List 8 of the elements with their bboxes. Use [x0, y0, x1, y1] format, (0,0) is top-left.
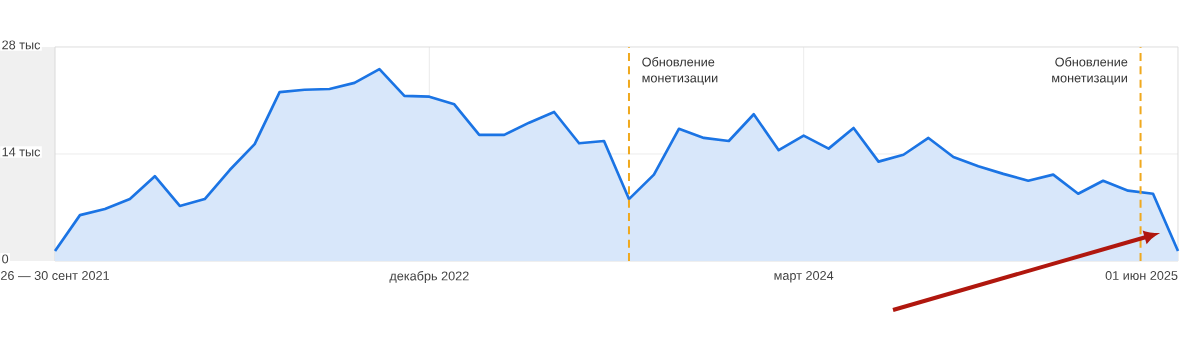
x-tick-label: декабрь 2022: [389, 271, 469, 283]
x-tick-label: март 2024: [774, 271, 834, 283]
x-tick-label: 26 — 30 сент 2021: [1, 271, 110, 280]
ref-line-label: Обновление монетизации: [1052, 57, 1128, 85]
ref-line-label: Обновление монетизации: [642, 57, 718, 85]
y-tick-label: 0: [2, 254, 9, 264]
y-tick-label: 14 тыс: [2, 147, 41, 157]
y-tick-label: 28 тыс: [2, 40, 41, 50]
